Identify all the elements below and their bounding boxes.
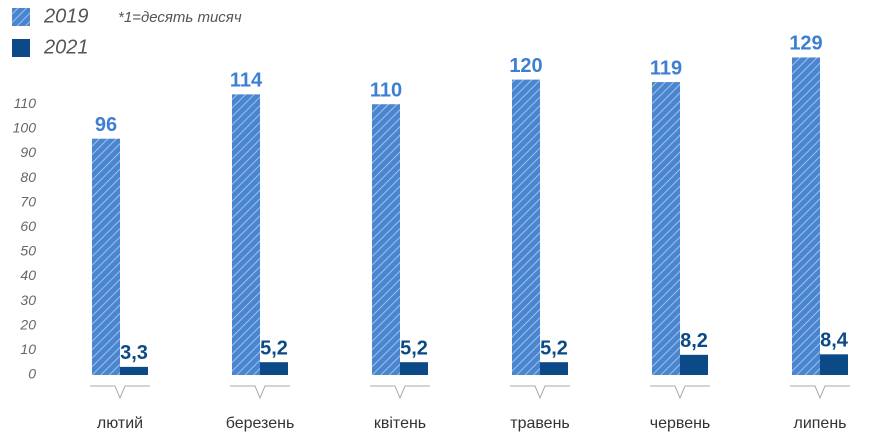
legend-label: 2019 [43,5,89,27]
bar [540,362,568,375]
bar [232,94,260,375]
x-tick-label: березень [226,415,295,432]
data-label: 119 [650,57,682,79]
x-tick-label: квітень [374,415,426,432]
legend-label: 2021 [43,36,89,58]
y-tick-label: 30 [20,292,36,308]
bar [372,104,400,375]
note: *1=десять тисяч [118,9,242,26]
data-label: 129 [789,33,822,55]
x-axis-bracket [230,385,290,400]
data-label: 110 [370,80,402,102]
y-tick-label: 80 [20,169,36,185]
y-tick-label: 0 [28,366,36,382]
x-axis-bracket [90,385,150,400]
x-tick-label: лютий [97,415,143,432]
data-label: 5,2 [260,337,288,359]
bar [512,79,540,375]
y-tick-label: 60 [20,218,36,234]
data-label: 96 [95,114,117,136]
data-label: 120 [509,55,542,77]
bar [400,362,428,375]
bar [792,57,820,375]
bar [260,362,288,375]
x-axis-bracket [370,385,430,400]
y-tick-label: 40 [20,267,36,283]
y-tick-label: 110 [14,95,37,111]
bar [652,82,680,376]
bar [820,354,848,375]
bar [92,138,120,375]
data-label: 5,2 [400,337,428,359]
x-axis-bracket [510,385,570,400]
bar [120,366,148,375]
x-axis-bracket [790,385,850,400]
data-label: 114 [230,70,263,92]
data-label: 3,3 [120,342,148,364]
y-tick-label: 20 [19,316,36,332]
legend-swatch [12,39,30,57]
data-label: 5,2 [540,337,568,359]
y-tick-label: 100 [13,120,37,136]
y-tick-label: 10 [20,341,36,357]
data-label: 8,4 [820,330,849,352]
x-tick-label: червень [650,415,711,432]
bar [680,354,708,375]
y-tick-label: 90 [20,144,36,160]
x-tick-label: липень [793,415,846,432]
x-axis-bracket [650,385,710,400]
y-tick-label: 50 [20,243,36,259]
data-label: 8,2 [680,330,708,352]
x-tick-label: травень [510,415,570,432]
y-tick-label: 70 [20,193,36,209]
legend-swatch [12,8,30,26]
